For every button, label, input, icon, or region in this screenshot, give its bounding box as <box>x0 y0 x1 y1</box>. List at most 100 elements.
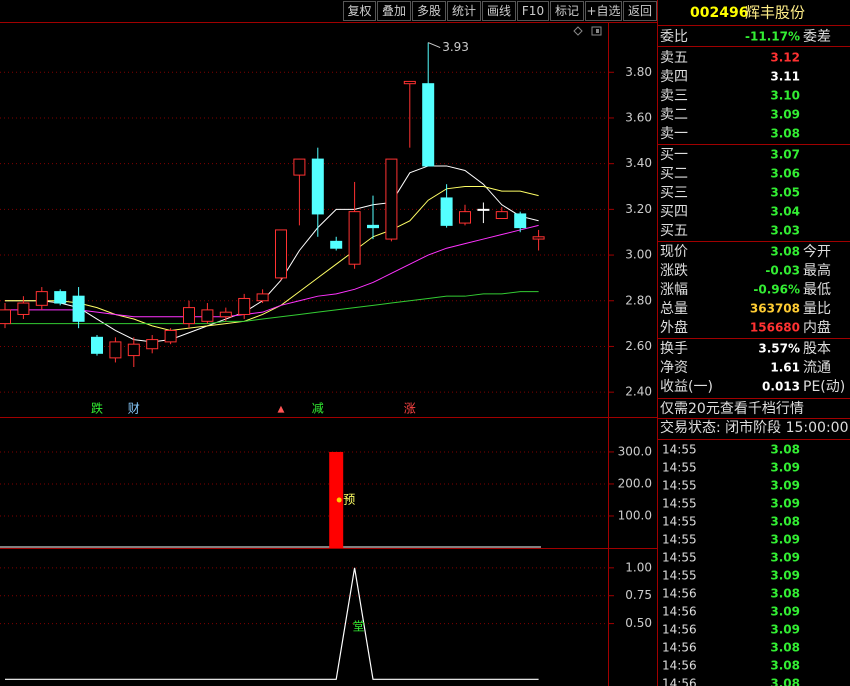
trade-time: 14:55 <box>662 533 697 547</box>
toolbar-button[interactable] <box>585 1 622 21</box>
trade-time: 14:55 <box>662 443 697 457</box>
window-icons <box>573 26 602 36</box>
candle-body <box>238 297 251 315</box>
stat-value: 1.61 <box>770 361 800 375</box>
trade-time: 14:55 <box>662 515 697 529</box>
trade-status: 交易状态: 闭市阶段 15:00:00 <box>660 419 849 436</box>
trade-time: 14:55 <box>662 461 697 475</box>
toolbar-button[interactable] <box>412 1 446 21</box>
trade-price: 3.09 <box>770 623 800 637</box>
bar-annotation: 预 <box>343 492 355 506</box>
candle-body <box>385 158 398 240</box>
bar <box>329 451 344 548</box>
candle-body <box>293 158 306 176</box>
toolbar-button-label[interactable]: 多股 <box>417 4 441 18</box>
toolbar-button[interactable] <box>377 1 411 21</box>
toolbar-button[interactable] <box>447 1 481 21</box>
candle-body <box>367 224 379 229</box>
trade-price: 3.08 <box>770 677 800 686</box>
high-annotation: 3.93 <box>442 40 469 54</box>
ratio-value: -11.17% <box>745 30 800 44</box>
candle-body <box>164 329 177 343</box>
signal-marker: 财 <box>128 402 140 416</box>
bid-label: 买三 <box>660 185 688 201</box>
toolbar-button-label[interactable]: 统计 <box>452 4 476 18</box>
candle-body <box>422 83 435 167</box>
trade-time: 14:56 <box>662 623 697 637</box>
candle-body <box>311 158 324 215</box>
y-tick-label: 3.60 <box>625 110 652 124</box>
toolbar-button-label[interactable]: 叠加 <box>382 4 406 18</box>
stat-label: 现价 <box>660 244 688 260</box>
candle-body <box>330 240 343 249</box>
stat-value: 3.57% <box>758 342 800 356</box>
ask-value: 3.09 <box>770 108 800 122</box>
toolbar-button-label[interactable]: 画线 <box>487 4 511 18</box>
toolbar-button-label[interactable]: 复权 <box>347 4 371 18</box>
trade-price: 3.08 <box>770 515 800 529</box>
toolbar-button-label[interactable]: 标记 <box>555 4 579 18</box>
candle-body <box>17 302 30 315</box>
toolbar-button-label[interactable]: F10 <box>522 4 544 18</box>
candle-body <box>459 211 471 224</box>
candle-body <box>146 339 159 350</box>
stat-label2: 流通 <box>803 360 831 376</box>
candle-body <box>514 213 527 229</box>
stat-value: 363708 <box>750 302 800 316</box>
trade-price: 3.08 <box>770 443 800 457</box>
ask-label: 卖四 <box>660 69 688 85</box>
stat-value: 3.08 <box>770 245 800 259</box>
stock-code: 002496 <box>690 5 748 21</box>
toolbar-button-label[interactable]: +自选 <box>586 4 620 18</box>
toolbar-button[interactable] <box>482 1 516 21</box>
ask-label: 卖一 <box>660 126 688 142</box>
y-tick-label: 200.0 <box>618 476 652 490</box>
candle-body <box>532 236 545 240</box>
trade-price: 3.09 <box>770 551 800 565</box>
ask-label: 卖二 <box>660 107 688 123</box>
trade-price: 3.09 <box>770 479 800 493</box>
signal-marker: 跌 <box>91 401 103 416</box>
stat-label2: PE(动) <box>803 379 845 395</box>
ask-value: 3.12 <box>770 51 800 65</box>
ask-value: 3.11 <box>770 70 800 84</box>
bid-label: 买二 <box>660 166 688 182</box>
toolbar-button[interactable] <box>550 1 584 21</box>
indicator-line <box>5 567 539 680</box>
signal-marker: 涨 <box>404 401 416 416</box>
ask-value: 3.08 <box>770 127 800 141</box>
stat-label: 净资 <box>660 360 688 376</box>
toolbar-button-label[interactable]: 返回 <box>628 4 652 18</box>
candle-body <box>495 211 508 220</box>
trade-time: 14:56 <box>662 587 697 601</box>
moving-average-line <box>5 165 539 343</box>
bid-label: 买五 <box>660 223 688 239</box>
candle-body <box>256 293 269 302</box>
ask-label: 卖五 <box>660 50 688 66</box>
stat-label2: 内盘 <box>803 319 831 336</box>
stat-label: 外盘 <box>660 319 688 336</box>
candle-body <box>201 309 214 322</box>
ask-label: 卖三 <box>660 88 688 104</box>
stat-label2: 最高 <box>803 262 831 279</box>
moving-average-line <box>5 291 539 325</box>
bid-value: 3.06 <box>770 167 800 181</box>
trade-price: 3.08 <box>770 659 800 673</box>
ratio-label2: 委差 <box>803 29 831 45</box>
annotation-leader <box>428 42 441 49</box>
candle-body <box>275 229 287 279</box>
trade-price: 3.09 <box>770 533 800 547</box>
trade-time: 14:55 <box>662 479 697 493</box>
toolbar-button[interactable] <box>343 1 376 21</box>
candle-body <box>91 336 103 354</box>
annotation-dot <box>336 497 342 503</box>
moving-average-line <box>5 224 539 318</box>
candle-body <box>0 309 11 325</box>
trade-price: 3.08 <box>770 641 800 655</box>
toolbar-button[interactable] <box>623 1 657 21</box>
stock-name: 辉丰股份 <box>745 4 805 22</box>
toolbar-button[interactable] <box>517 1 549 21</box>
trade-time: 14:55 <box>662 551 697 565</box>
trade-price: 3.09 <box>770 497 800 511</box>
signal-marker: ▲ <box>278 405 285 415</box>
